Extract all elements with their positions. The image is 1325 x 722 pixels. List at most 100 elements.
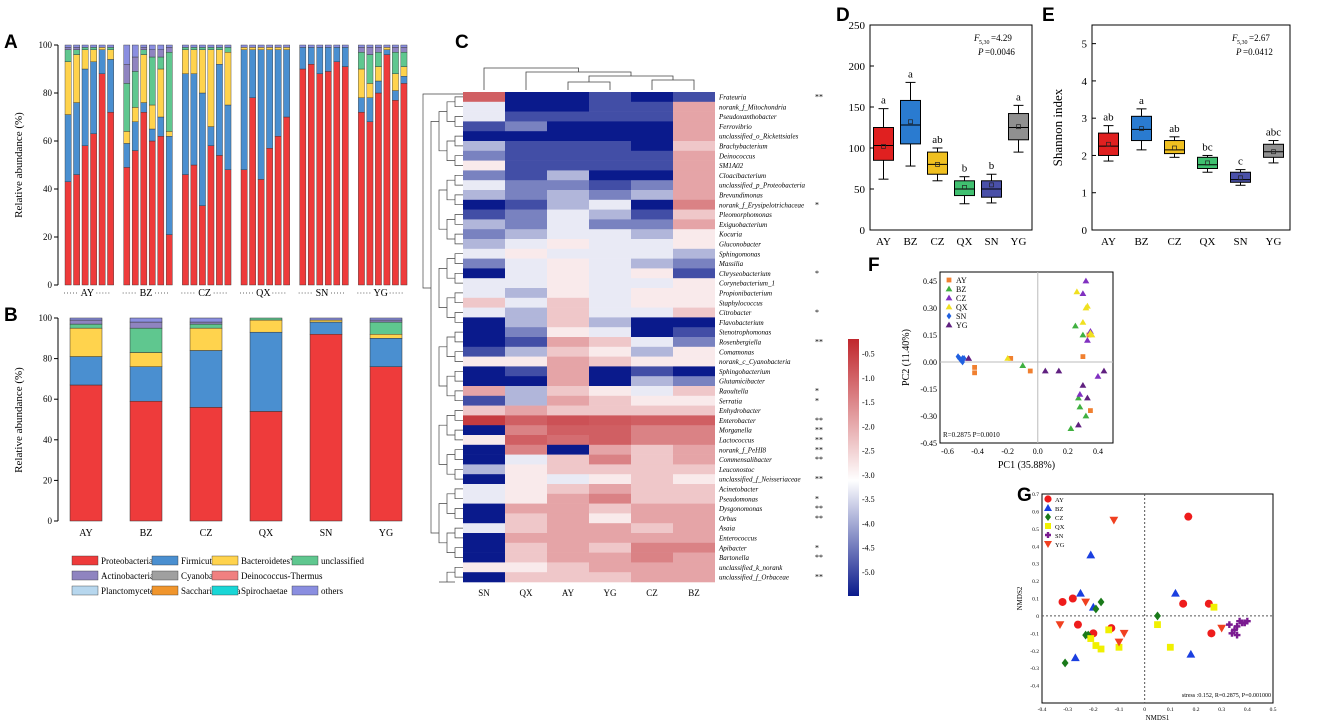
heatmap-cell: [505, 150, 547, 161]
f-annotation: R=0.2875 P=0.0010: [943, 431, 1000, 439]
heatmap-cell: [631, 141, 673, 152]
legend-swatch: [71, 585, 99, 596]
panel-letter-c: C: [455, 32, 469, 53]
heatmap-cell: [631, 395, 673, 406]
heatmap-cell: [505, 288, 547, 299]
heatmap-col-label: YG: [604, 588, 617, 598]
heatmap-cell: [505, 111, 547, 122]
legend-label: Firmicutes: [181, 556, 220, 566]
f-legend-marker: [946, 312, 952, 320]
g-y-tick-label: 0: [1036, 614, 1039, 620]
a-y-tick-label: 60: [43, 136, 53, 146]
heatmap-cell: [631, 562, 673, 573]
e-box: [1230, 171, 1251, 183]
heatmap-sig: *: [815, 200, 819, 209]
heatmap-cell: [505, 101, 547, 112]
heatmap-sig: **: [815, 455, 823, 464]
a-bar-segment: [81, 44, 89, 48]
a-bar-segment: [123, 167, 131, 286]
a-bar-segment: [375, 92, 382, 286]
a-group-label: AY: [81, 288, 95, 299]
e-stat-f-val: =2.67: [1249, 33, 1270, 43]
a-bar-segment: [123, 44, 131, 65]
heatmap-cell: [463, 121, 505, 132]
a-bar-segment: [366, 121, 374, 286]
heatmap-sig: **: [815, 426, 823, 435]
heatmap-cell: [631, 229, 673, 240]
d-mean: [989, 182, 994, 188]
g-legend-label: QX: [1055, 524, 1065, 531]
heatmap-cell: [631, 356, 673, 367]
heatmap-cell: [463, 425, 505, 436]
b-y-tick-label: 20: [43, 475, 53, 485]
b-bar-segment: [369, 319, 403, 323]
a-bar-segment: [182, 44, 189, 48]
heatmap-cell: [589, 435, 631, 446]
g-point: [1092, 642, 1100, 649]
heatmap-cell: [505, 229, 547, 240]
heatmap-cell: [673, 405, 715, 416]
e-category-label: QX: [1200, 236, 1216, 248]
heatmap-cell: [505, 542, 547, 553]
f-legend-label: CZ: [956, 294, 966, 303]
d-box: [873, 127, 894, 161]
g-x-tick-label: -0.4: [1038, 707, 1047, 713]
heatmap-cell: [673, 190, 715, 201]
heatmap-cell: [505, 131, 547, 142]
heatmap-cell: [505, 307, 547, 318]
a-bar-segment: [383, 47, 391, 51]
d-mean: [1016, 124, 1021, 130]
heatmap-cell: [505, 552, 547, 563]
heatmap-cell: [631, 111, 673, 122]
heatmap-cell: [589, 513, 631, 524]
heatmap-cell: [547, 239, 589, 250]
heatmap-cell: [547, 160, 589, 171]
e-category-label: SN: [1233, 236, 1247, 248]
a-bar-segment: [140, 47, 148, 51]
heatmap-cell: [589, 297, 631, 308]
heatmap-cell: [631, 258, 673, 269]
g-y-tick-label: 0.6: [1032, 509, 1039, 515]
a-bar-segment: [199, 92, 206, 207]
heatmap-cell: [463, 366, 505, 377]
heatmap-cell: [631, 533, 673, 544]
b-bar-segment: [189, 321, 223, 325]
heatmap-cell: [463, 386, 505, 397]
heatmap-cell: [505, 484, 547, 495]
heatmap-cell: [673, 317, 715, 328]
a-bar-segment: [341, 66, 349, 286]
a-bar-segment: [157, 135, 165, 286]
heatmap-col-dendrogram: [483, 67, 579, 90]
g-y-tick-label: -0.1: [1030, 631, 1039, 637]
g-point: [1154, 621, 1161, 629]
b-bar-segment: [369, 333, 403, 339]
g-annotation: stress :0.152, R=0.2875, P=0.001000: [1182, 693, 1271, 699]
b-bar-segment: [129, 317, 163, 323]
d-category-label: SN: [984, 236, 998, 248]
legend-swatch: [151, 570, 179, 581]
f-y-tick-label: 0.15: [923, 331, 937, 340]
heatmap-row-label: norank_f_PeHI8: [719, 446, 767, 454]
a-bar-segment: [98, 73, 106, 286]
a-bar-segment: [98, 47, 106, 51]
b-bar-segment: [129, 321, 163, 329]
heatmap-scale-label: -3.0: [862, 471, 875, 480]
a-bar-segment: [157, 49, 165, 58]
g-y-tick-label: 0.3: [1032, 562, 1039, 568]
b-bar-segment: [129, 366, 163, 402]
f-x-label: PC1 (35.88%): [998, 460, 1055, 471]
f-point: [1075, 394, 1082, 401]
heatmap-cell: [463, 297, 505, 308]
a-bar-segment: [266, 47, 273, 51]
heatmap-cell: [463, 248, 505, 259]
a-bar-segment: [274, 135, 282, 286]
heatmap-cell: [673, 425, 715, 436]
panel-letter-b: B: [4, 305, 18, 326]
f-legend-label: YG: [956, 321, 968, 330]
heatmap-cell: [673, 141, 715, 152]
d-y-tick-label: 50: [854, 184, 866, 196]
legend-label: others: [321, 586, 343, 596]
a-bar-segment: [358, 111, 365, 286]
g-point: [1233, 622, 1241, 630]
heatmap-cell: [547, 150, 589, 161]
